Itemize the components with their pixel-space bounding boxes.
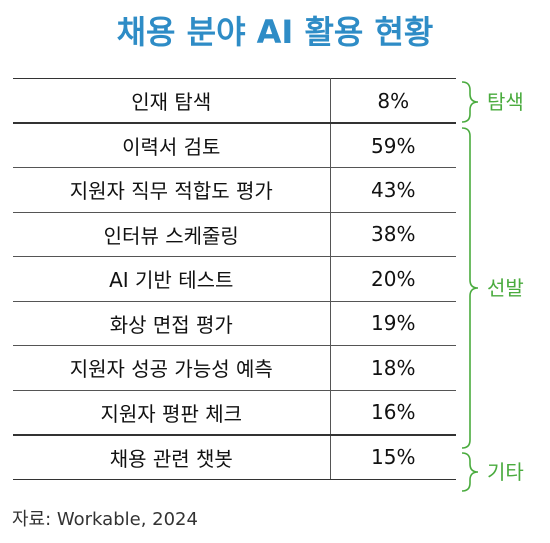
table-row: 지원자 직무 적합도 평가 43% — [13, 167, 456, 213]
table-row: 이력서 검토 59% — [13, 123, 456, 168]
group-label-explore: 탐색 — [487, 90, 524, 114]
table-row: AI 기반 테스트 20% — [13, 256, 456, 302]
row-item-label: 이력서 검토 — [13, 123, 331, 168]
group-bracket-other — [461, 452, 479, 492]
group-label-select: 선발 — [487, 276, 524, 300]
row-item-label: 지원자 평판 체크 — [13, 390, 331, 436]
row-percent-value: 59% — [330, 123, 456, 168]
row-item-label: 화상 면접 평가 — [13, 301, 331, 346]
row-item-label: 지원자 직무 적합도 평가 — [13, 167, 331, 213]
table-row: 채용 관련 챗봇 15% — [13, 434, 456, 480]
page-title: 채용 분야 AI 활용 현황 — [116, 13, 434, 51]
row-item-label: 인재 탐색 — [13, 78, 331, 124]
row-percent-value: 16% — [330, 390, 456, 436]
table-row: 인재 탐색 8% — [13, 78, 456, 124]
ai-usage-table: 인재 탐색 8% 이력서 검토 59% 지원자 직무 적합도 평가 43% 인터… — [13, 78, 456, 480]
row-item-label: 채용 관련 챗봇 — [13, 434, 331, 480]
row-percent-value: 38% — [330, 212, 456, 257]
row-item-label: 인터뷰 스케줄링 — [13, 212, 331, 257]
row-percent-value: 15% — [330, 434, 456, 480]
row-percent-value: 18% — [330, 345, 456, 391]
group-bracket-explore — [461, 81, 479, 123]
row-percent-value: 43% — [330, 167, 456, 213]
table-row: 지원자 성공 가능성 예측 18% — [13, 345, 456, 391]
group-label-other: 기타 — [487, 460, 524, 484]
table-row: 화상 면접 평가 19% — [13, 301, 456, 346]
row-percent-value: 20% — [330, 256, 456, 302]
row-item-label: AI 기반 테스트 — [13, 256, 331, 302]
source-note: 자료: Workable, 2024 — [12, 509, 198, 530]
table-row: 지원자 평판 체크 16% — [13, 390, 456, 436]
row-item-label: 지원자 성공 가능성 예측 — [13, 345, 331, 391]
group-bracket-select — [461, 127, 479, 449]
row-percent-value: 8% — [330, 78, 456, 124]
table-row: 인터뷰 스케줄링 38% — [13, 212, 456, 257]
row-percent-value: 19% — [330, 301, 456, 346]
